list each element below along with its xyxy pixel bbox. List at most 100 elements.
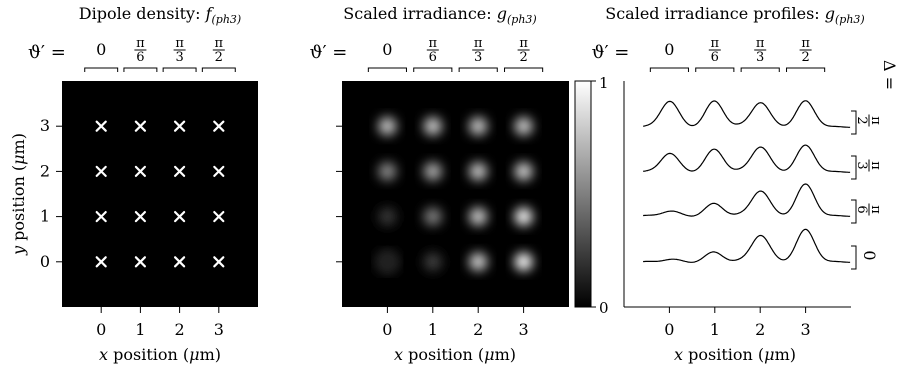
colorbar-max-label: 1 [599, 74, 609, 92]
theta-tick-3-numerator: π [801, 36, 810, 51]
profile-line [643, 100, 851, 128]
dipole-marker [213, 256, 225, 268]
irradiance-spot [376, 251, 398, 273]
theta-tick-1: π6 [134, 36, 147, 65]
theta-tick-2-numerator: π [175, 36, 184, 51]
theta-bracket-2 [458, 67, 498, 72]
irradiance-spot [514, 117, 533, 136]
theta-tick-1-denominator: 6 [136, 50, 144, 65]
x-tick-label: 1 [710, 320, 720, 339]
theta-tick-0: 0 [664, 40, 674, 59]
profile-line [643, 183, 851, 217]
delta-tick-1: π3 [854, 159, 883, 172]
irradiance-spot [378, 207, 397, 226]
irradiance-spot [378, 162, 397, 181]
panel1-markers [95, 120, 225, 268]
x-tick-label: 1 [428, 320, 438, 339]
delta-tick-2: π6 [854, 203, 883, 216]
dipole-marker [134, 120, 146, 132]
panel1-x-axis-label: x position (μm) [99, 345, 221, 364]
theta-bracket-1 [695, 67, 735, 72]
theta-tick-3-numerator: π [519, 36, 528, 51]
y-tick-label: 0 [40, 252, 50, 271]
theta-bracket-2 [740, 67, 780, 72]
theta-tick-2-denominator: 3 [756, 50, 764, 65]
theta-tick-0-text: 0 [96, 40, 106, 59]
panel-irradiance-profiles: Scaled irradiance profiles: g(ph3) ϑ′ = 0… [592, 4, 899, 364]
panel2-title: Scaled irradiance: g(ph3) [343, 4, 536, 26]
theta-tick-2: π3 [472, 36, 485, 65]
panel1-plot-area [62, 81, 258, 307]
theta-label: ϑ′ = [592, 42, 630, 63]
delta-tick-1-numerator: π [868, 161, 883, 170]
theta-tick-3: π2 [517, 36, 530, 65]
y-tick-label: 3 [40, 116, 50, 135]
x-tick-label: 3 [519, 320, 529, 339]
x-tick-label: 3 [801, 320, 811, 339]
irradiance-spot [514, 207, 533, 226]
panel1-y-axis-label: y position (μm) [9, 133, 28, 256]
dipole-marker [95, 211, 107, 223]
delta-tick-0-denominator: 2 [854, 116, 869, 124]
panel3-x-axis-label: x position (μm) [674, 345, 796, 364]
dipole-marker [134, 256, 146, 268]
delta-tick-3: 0 [860, 250, 879, 260]
theta-tick-1-numerator: π [429, 36, 438, 51]
theta-tick-0-text: 0 [382, 40, 392, 59]
theta-tick-1: π6 [426, 36, 439, 65]
delta-label: Δ = [880, 60, 899, 90]
x-tick-label: 0 [382, 320, 392, 339]
theta-tick-3-numerator: π [215, 36, 224, 51]
theta-tick-1-denominator: 6 [429, 50, 437, 65]
theta-tick-3-denominator: 2 [801, 50, 809, 65]
delta-tick-2-numerator: π [868, 205, 883, 214]
delta-tick-1-denominator: 3 [854, 161, 869, 169]
panel2-y-ticks [336, 125, 342, 263]
irradiance-spot [469, 252, 488, 271]
panel1-x-ticks: 0 1 2 3 [96, 307, 224, 339]
delta-bracket [851, 110, 857, 135]
theta-tick-3: π2 [212, 36, 225, 65]
dipole-marker [95, 165, 107, 177]
theta-tick-2-numerator: π [474, 36, 483, 51]
irradiance-spot [469, 207, 488, 226]
x-tick-label: 1 [135, 320, 145, 339]
theta-tick-0: 0 [96, 40, 106, 59]
irradiance-spot [423, 117, 442, 136]
panel2-x-ticks: 0 1 2 3 [382, 307, 529, 339]
y-tick-label: 2 [40, 161, 50, 180]
theta-bracket-2 [162, 67, 197, 72]
theta-tick-2-numerator: π [756, 36, 765, 51]
delta-tick-3-text: 0 [860, 250, 879, 260]
theta-bracket-3 [201, 67, 236, 72]
dipole-marker [174, 256, 186, 268]
irradiance-spot [423, 162, 442, 181]
dipole-marker [174, 211, 186, 223]
dipole-marker [134, 165, 146, 177]
x-tick-label: 0 [96, 320, 106, 339]
panel3-title: Scaled irradiance profiles: g(ph3) [605, 4, 864, 26]
dipole-marker [174, 165, 186, 177]
panel2-x-axis-label: x position (μm) [394, 345, 516, 364]
theta-tick-3: π2 [799, 36, 812, 65]
theta-bracket-1 [413, 67, 453, 72]
theta-tick-2: π3 [754, 36, 767, 65]
colorbar-min-label: 0 [599, 299, 609, 317]
panel2-plot-area [342, 81, 569, 307]
y-tick-label: 1 [40, 207, 50, 226]
dipole-marker [213, 120, 225, 132]
theta-label: ϑ′ = [28, 42, 66, 63]
theta-tick-1-numerator: π [136, 36, 145, 51]
dipole-marker [213, 211, 225, 223]
theta-tick-1-denominator: 6 [711, 50, 719, 65]
panel3-x-ticks: 0 1 2 3 [664, 307, 811, 339]
panel1-y-ticks: 0 1 2 3 [40, 116, 62, 271]
x-tick-label: 2 [755, 320, 765, 339]
theta-tick-2-denominator: 3 [474, 50, 482, 65]
